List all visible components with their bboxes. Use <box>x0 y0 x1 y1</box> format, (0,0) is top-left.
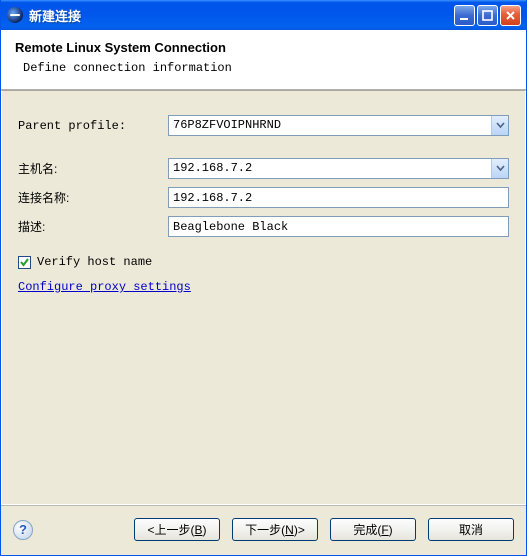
help-icon[interactable]: ? <box>13 520 33 540</box>
form-area: Parent profile: 76P8ZFVOIPNHRND 主机名: 192… <box>1 90 526 505</box>
minimize-button[interactable] <box>454 5 475 26</box>
dialog-header: Remote Linux System Connection Define co… <box>1 30 526 90</box>
parent-profile-combo[interactable]: 76P8ZFVOIPNHRND <box>168 115 509 136</box>
description-input[interactable] <box>168 216 509 237</box>
parent-profile-row: Parent profile: 76P8ZFVOIPNHRND <box>18 115 509 136</box>
proxy-link-row: Configure proxy settings <box>18 279 509 294</box>
chevron-down-icon[interactable] <box>491 159 508 178</box>
finish-button[interactable]: 完成(F) <box>330 518 416 541</box>
hostname-row: 主机名: 192.168.7.2 <box>18 158 509 179</box>
verify-host-label: Verify host name <box>37 255 152 269</box>
connection-name-row: 连接名称: <box>18 187 509 208</box>
button-bar: ? <上一步(B) 下一步(N)> 完成(F) 取消 <box>1 505 526 555</box>
connection-name-label: 连接名称: <box>18 189 168 206</box>
description-row: 描述: <box>18 216 509 237</box>
hostname-label: 主机名: <box>18 160 168 177</box>
window-title: 新建连接 <box>29 6 454 25</box>
page-title: Remote Linux System Connection <box>15 40 512 55</box>
configure-proxy-link[interactable]: Configure proxy settings <box>18 280 191 294</box>
next-button[interactable]: 下一步(N)> <box>232 518 318 541</box>
connection-name-input[interactable] <box>168 187 509 208</box>
close-button[interactable] <box>500 5 521 26</box>
page-subtitle: Define connection information <box>23 61 512 75</box>
window-controls <box>454 5 521 26</box>
maximize-button[interactable] <box>477 5 498 26</box>
titlebar: 新建连接 <box>1 0 526 30</box>
cancel-button[interactable]: 取消 <box>428 518 514 541</box>
chevron-down-icon[interactable] <box>491 116 508 135</box>
back-button[interactable]: <上一步(B) <box>134 518 220 541</box>
parent-profile-value: 76P8ZFVOIPNHRND <box>169 116 491 135</box>
hostname-value: 192.168.7.2 <box>169 159 491 178</box>
verify-host-checkbox[interactable] <box>18 256 31 269</box>
verify-host-row: Verify host name <box>18 255 509 269</box>
app-icon <box>7 7 23 23</box>
description-label: 描述: <box>18 218 168 235</box>
dialog-window: 新建连接 Remote Linux System Connection Defi… <box>0 0 527 556</box>
parent-profile-label: Parent profile: <box>18 119 168 133</box>
hostname-combo[interactable]: 192.168.7.2 <box>168 158 509 179</box>
